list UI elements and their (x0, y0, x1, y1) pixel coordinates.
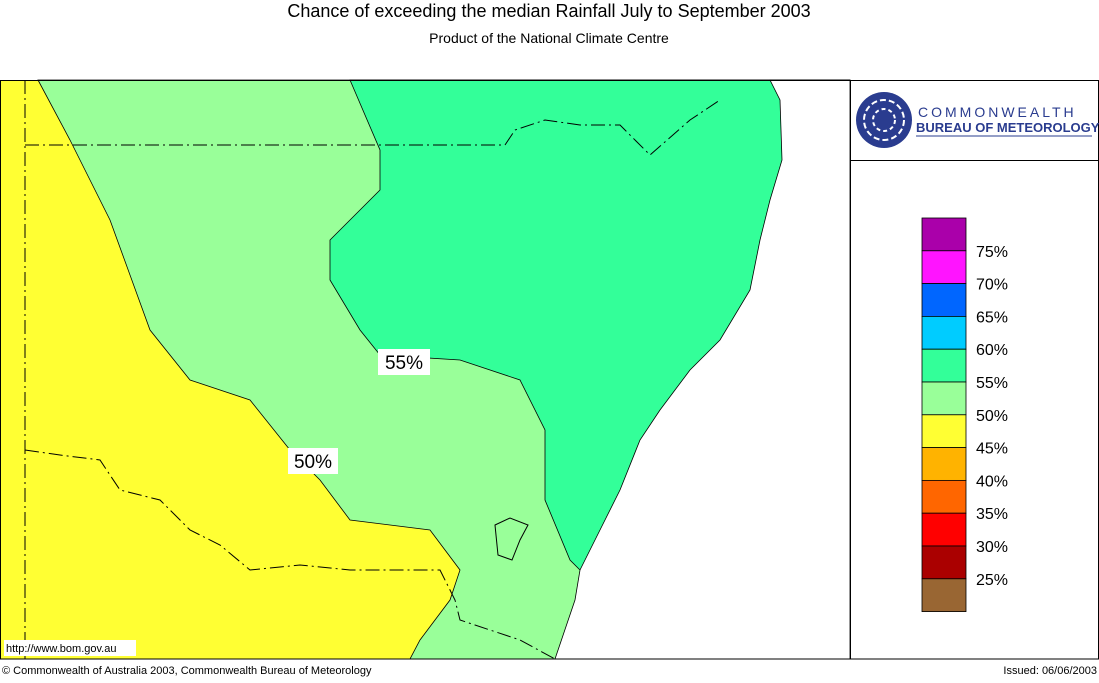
legend-swatch (921, 381, 967, 416)
legend-label: 35% (976, 506, 1008, 523)
legend-swatch (921, 578, 967, 612)
legend-label: 40% (976, 473, 1008, 490)
legend-label: 30% (976, 539, 1008, 556)
legend-label: 60% (976, 342, 1008, 359)
legend-swatch (921, 217, 967, 252)
logo-icon (863, 99, 905, 141)
url-bg (4, 640, 136, 656)
url: http://www.bom.gov.au (6, 643, 116, 655)
legend-label: 70% (976, 277, 1008, 294)
logo: COMMONWEALTH BUREAU OF METEOROLOGY (856, 92, 1099, 148)
logo-icon (872, 108, 896, 132)
legend: 75% 70% 65% 60% 55% 50% 45% 40% 35% 30% 25% (921, 217, 1008, 612)
contour-label-bg (378, 349, 430, 375)
legend-swatch (921, 545, 967, 580)
legend-swatch (921, 250, 967, 285)
legend-swatch (921, 414, 967, 448)
legend-label: 75% (976, 244, 1008, 261)
title: Chance of exceeding the median Rainfall … (287, 1, 810, 21)
copyright: © Commonwealth of Australia 2003, Common… (2, 665, 372, 677)
legend-swatch (921, 283, 967, 317)
legend-swatch (921, 447, 967, 481)
logo-text: BUREAU OF METEOROLOGY (916, 120, 1099, 135)
legend-label: 25% (976, 572, 1008, 589)
state-border (24, 449, 556, 660)
legend-label: 50% (976, 408, 1008, 425)
legend-swatch (921, 315, 967, 350)
map: 55% 50% http://www.bom.gov.au (0, 79, 851, 660)
legend-label: 55% (976, 375, 1008, 392)
subtitle: Product of the National Climate Centre (429, 30, 669, 46)
state-border (25, 99, 721, 156)
act-border (494, 517, 529, 561)
legend-swatch (921, 479, 967, 514)
contour-label: 50% (294, 452, 332, 473)
issued: Issued: 06/06/2003 (1003, 665, 1097, 677)
contour-label: 55% (385, 353, 423, 374)
legend-label: 45% (976, 441, 1008, 458)
legend-label: 65% (976, 309, 1008, 326)
legend-swatch (921, 348, 967, 383)
legend-swatch (921, 512, 967, 547)
contour-label-bg (288, 448, 338, 474)
logo-text: COMMONWEALTH (918, 104, 1077, 120)
